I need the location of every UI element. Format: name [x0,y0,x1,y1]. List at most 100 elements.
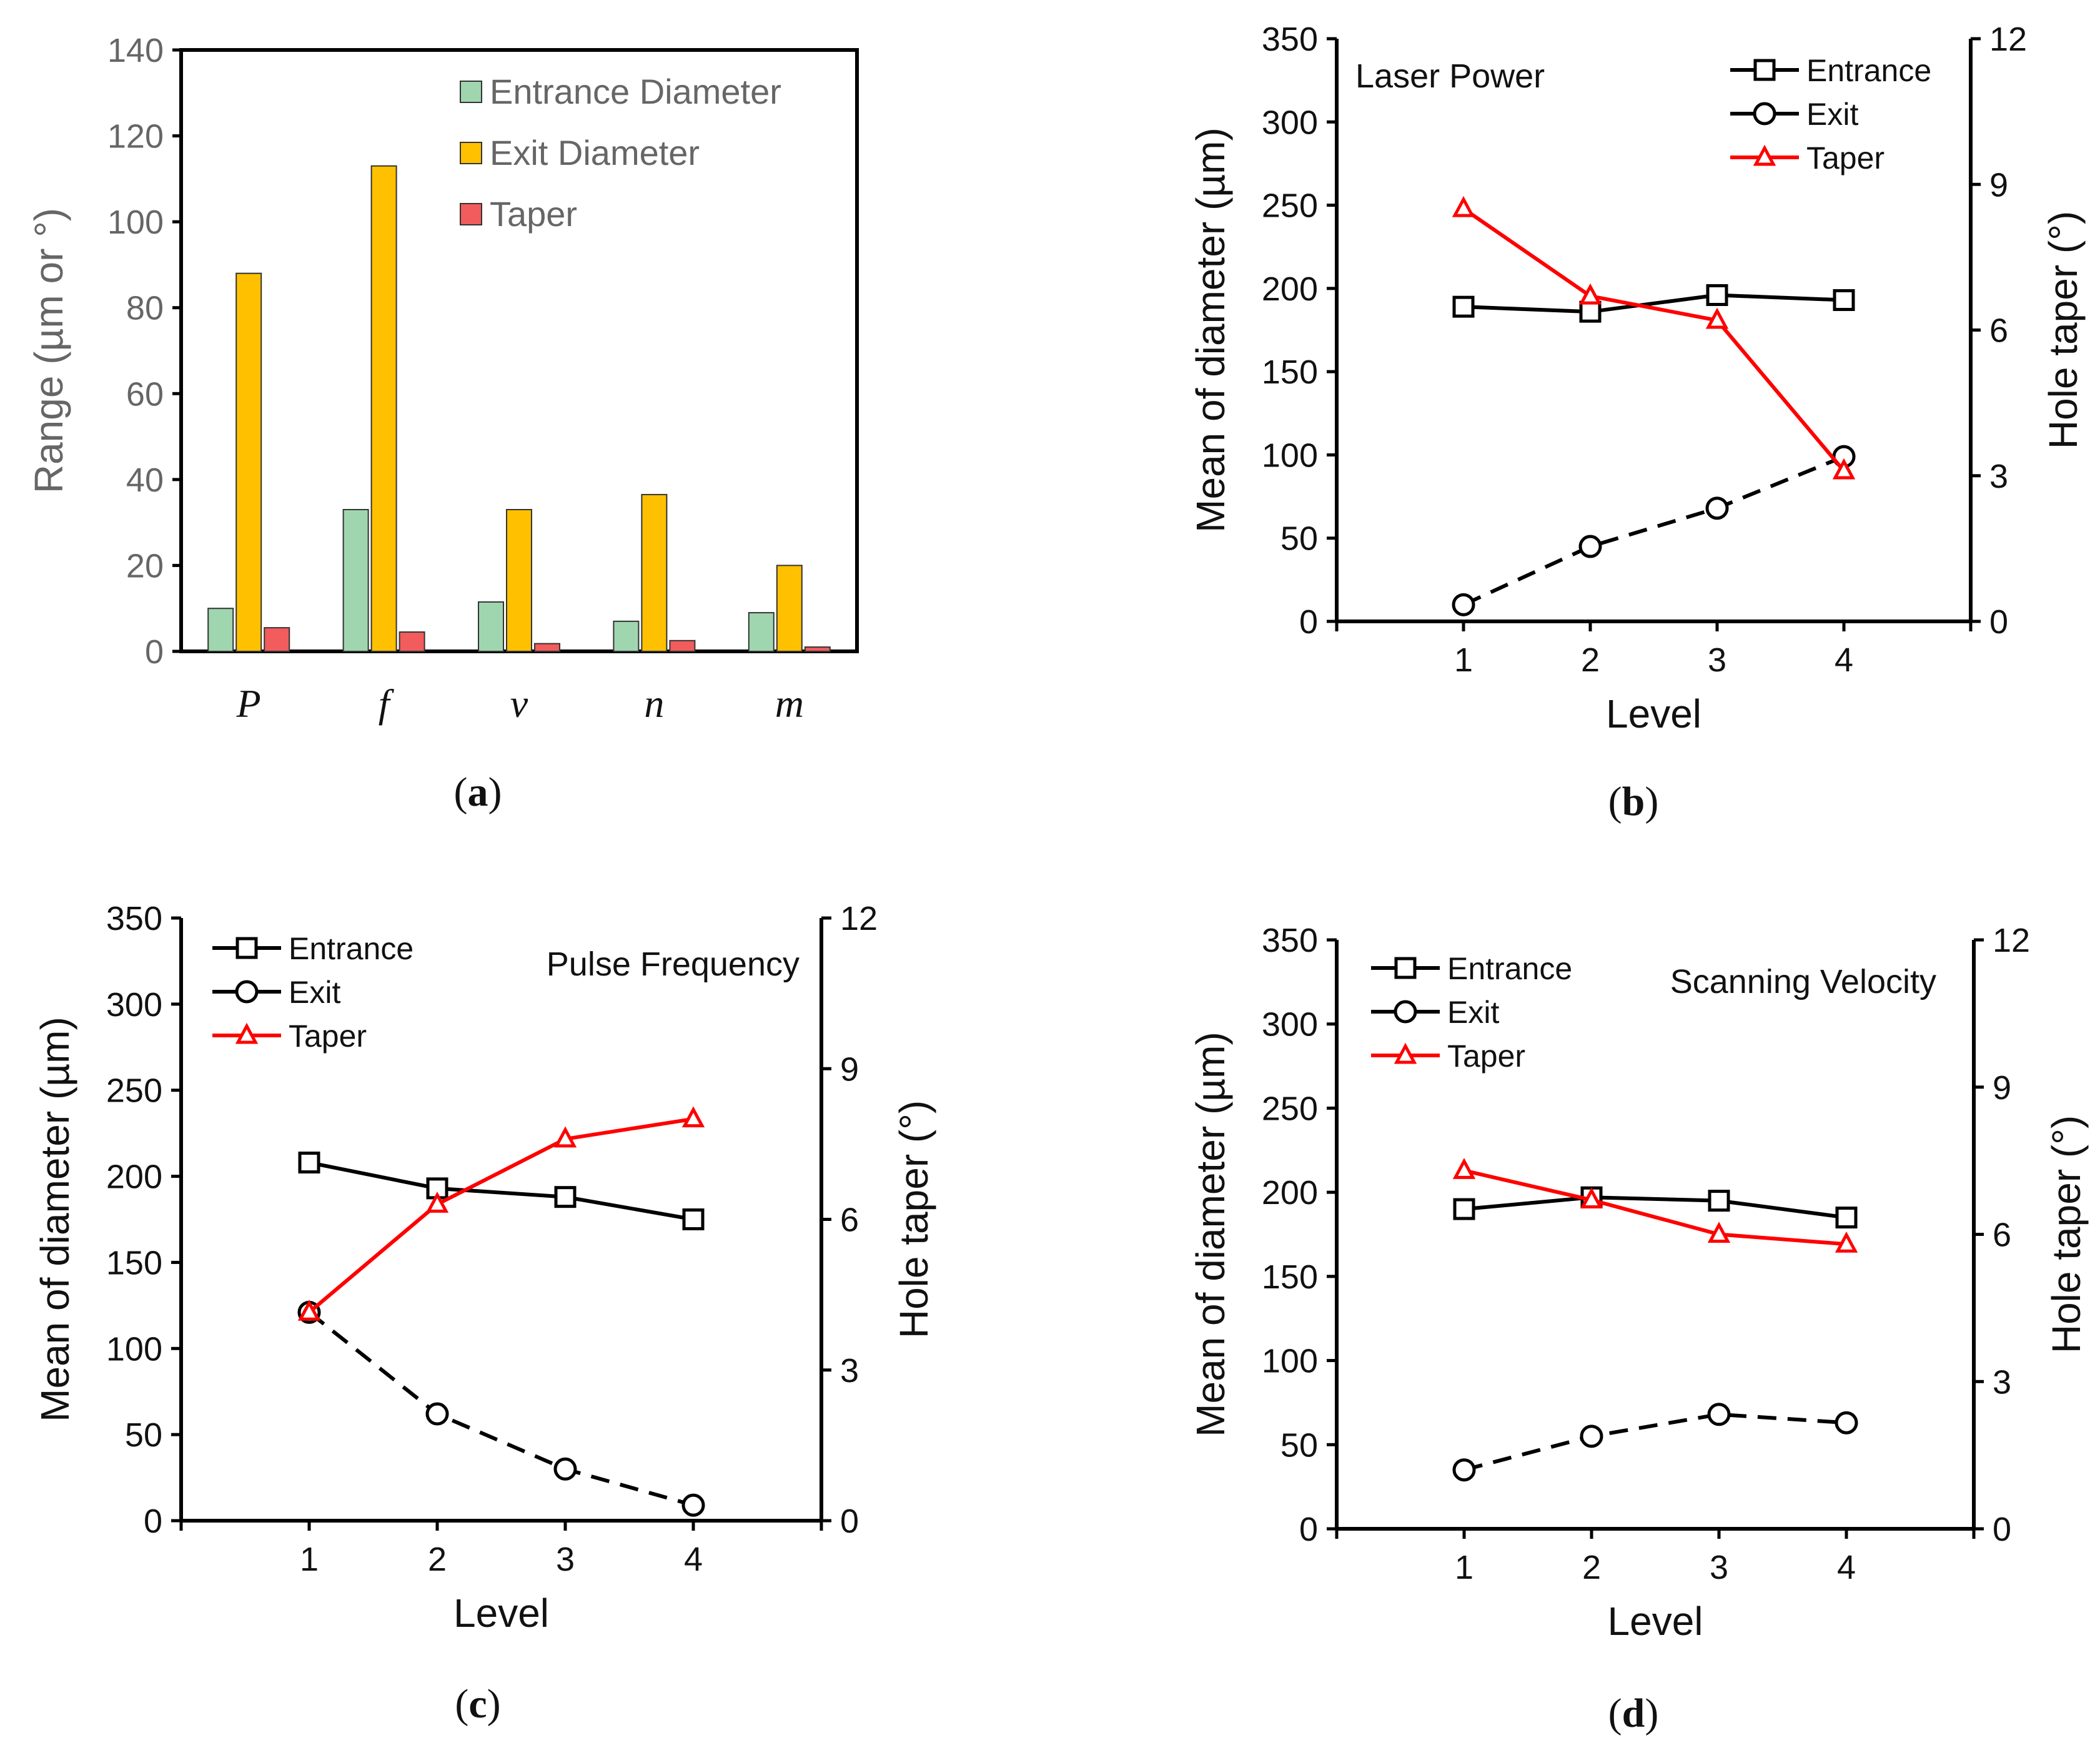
point-entrance-c-3 [554,1186,577,1208]
bar-entrance-diameter-n [613,620,640,652]
x-tick-label-c: 1 [300,1541,319,1578]
y2-tick-label-c: 12 [840,900,878,937]
x-tick-label-c: 4 [684,1541,703,1578]
legend-label-entrance-c: Entrance [289,931,414,966]
legend-marker-exit-c [235,980,259,1004]
series-line-exit-b [1462,455,1845,607]
y2-tick-label-b: 3 [1989,458,2008,495]
y-tick-label-d: 250 [1262,1090,1318,1127]
legend-marker-entrance-b [1753,59,1776,81]
legend-label-entrance-d: Entrance [1447,951,1572,986]
y-tick-label-b: 150 [1262,353,1318,391]
legend-marker-taper-d [1394,1042,1417,1064]
y-tick-label-d: 300 [1262,1006,1318,1044]
y2-tick-label-b: 12 [1989,21,2027,58]
y-tick-label-b: 100 [1262,437,1318,474]
x-axis-title-c: Level [453,1591,549,1636]
point-entrance-b-3 [1706,284,1728,307]
legend-marker-exit-d [1394,1000,1417,1024]
point-exit-d-1 [1452,1458,1476,1482]
y2-tick-label-b: 9 [1989,166,2008,204]
legend-label-taper: Taper [490,194,577,234]
y-tick-label-c: 350 [106,900,162,937]
y-tick-label-c: 50 [125,1416,162,1454]
panel-label-d: (d) [1608,1691,1659,1736]
point-exit-b-3 [1705,496,1729,520]
panel-title-b: Laser Power [1355,57,1545,95]
bar-entrance-diameter-f [342,509,369,652]
x-tick-label-d: 4 [1837,1549,1856,1586]
y-tick-label-b: 50 [1280,520,1318,558]
panel-label-b: (b) [1608,779,1659,824]
y2-axis-title-c: Hole taper (°) [891,1100,936,1338]
y2-tick-label-d: 9 [1993,1069,2011,1107]
bar-exit-diameter-P [235,272,262,652]
point-exit-d-4 [1835,1411,1858,1434]
y-tick-label-a: 0 [145,633,164,671]
y-tick-label-c: 200 [106,1158,162,1196]
bar-taper-P [264,627,290,652]
y-tick-label-a: 40 [126,462,164,499]
x-tick-label-d: 1 [1455,1549,1473,1586]
category-label-n: n [644,681,664,726]
point-taper-c-3 [553,1126,577,1148]
y2-tick-label-b: 6 [1989,312,2008,350]
panel-label-a: (a) [454,769,502,815]
point-taper-d-1 [1452,1158,1476,1179]
panel-title-d: Scanning Velocity [1670,963,1936,1000]
y-tick-label-a: 60 [126,375,164,413]
series-line-entrance-b [1463,293,1845,314]
legend-label-taper-c: Taper [289,1019,367,1054]
category-label-v: v [510,681,528,726]
point-taper-c-2 [425,1192,449,1213]
bar-taper-m [804,646,831,653]
y2-tick-label-d: 0 [1993,1511,2011,1548]
y2-axis-title-b: Hole taper (°) [2041,211,2086,449]
y-tick-label-d: 150 [1262,1258,1318,1296]
panel-label-c: (c) [455,1681,500,1727]
y-tick-label-c: 100 [106,1330,162,1368]
x-tick-label-b: 2 [1581,641,1600,679]
bar-taper-f [399,631,425,653]
category-label-f: f [379,681,395,726]
y-tick-label-b: 0 [1299,603,1318,641]
legend-marker-exit-b [1753,102,1776,126]
series-line-exit-c [308,1311,694,1508]
series-line-entrance-c [309,1160,694,1222]
legend-label-exit-c: Exit [289,975,340,1010]
y2-tick-label-c: 6 [840,1202,859,1239]
point-taper-b-3 [1705,307,1729,329]
point-taper-d-2 [1580,1187,1603,1208]
legend-label-exit-diameter: Exit Diameter [490,133,700,172]
y2-axis-title-d: Hole taper (°) [2044,1115,2089,1353]
bar-entrance-diameter-m [748,612,775,652]
series-line-taper-d [1464,1168,1847,1247]
y2-tick-label-c: 3 [840,1352,859,1390]
legend-label-taper-b: Taper [1806,141,1885,175]
category-label-P: P [236,681,261,726]
bar-entrance-diameter-P [207,608,234,653]
legend-swatch-taper [460,203,482,225]
y2-tick-label-c: 0 [840,1503,859,1540]
y-axis-title-a: Range (µm or °) [26,208,71,493]
x-tick-label-b: 1 [1454,641,1473,679]
series-line-taper-c [308,1117,694,1314]
legend-swatch-entrance-diameter [460,81,482,103]
y-tick-label-a: 140 [107,32,164,69]
y2-tick-label-d: 12 [1993,922,2030,959]
bar-taper-n [669,639,696,653]
y-tick-label-c: 0 [144,1503,162,1540]
point-exit-c-3 [553,1457,577,1481]
y-axis-title-b: Mean of diameter (µm) [1188,127,1233,533]
category-label-m: m [775,681,804,726]
x-tick-label-d: 3 [1710,1549,1728,1586]
x-tick-label-c: 2 [428,1541,447,1578]
point-taper-c-4 [681,1106,705,1128]
y-tick-label-a: 80 [126,290,164,327]
y-axis-title-c: Mean of diameter (µm) [32,1017,77,1422]
y-tick-label-b: 300 [1262,104,1318,141]
x-tick-label-d: 2 [1582,1549,1601,1586]
